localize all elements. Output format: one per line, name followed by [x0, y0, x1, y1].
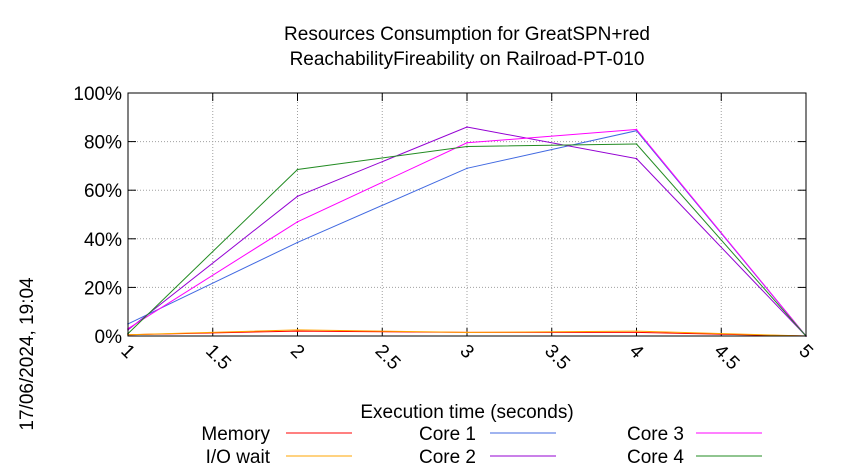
x-axis-label: Execution time (seconds) [360, 402, 573, 423]
grid-lines [128, 93, 806, 336]
y-tick-label: 40% [84, 230, 122, 251]
data-point [296, 195, 299, 198]
data-point [466, 126, 468, 128]
data-point [466, 145, 468, 148]
x-tick-label: 5 [794, 341, 816, 363]
timestamp-label: 17/06/2024, 19:04 [17, 277, 38, 431]
data-point [466, 142, 468, 144]
data-point [296, 329, 299, 331]
legend-label: Core 1 [419, 424, 476, 445]
legend-label: Memory [201, 424, 270, 445]
x-tick-label: 3 [455, 341, 477, 363]
x-tick-label: 2.5 [371, 341, 405, 375]
legend-label: Core 4 [627, 447, 684, 468]
data-point [635, 128, 638, 131]
y-tick-label: 0% [95, 327, 123, 348]
data-point [296, 220, 299, 223]
y-tick-label: 100% [73, 84, 122, 105]
chart-title-line2: ReachabilityFireability on Railroad-PT-0… [290, 49, 645, 70]
x-tick-label: 3.5 [540, 341, 574, 375]
legend-label: I/O wait [206, 447, 271, 468]
y-axis-ticks: 0% 20% 40% 60% 80% 100% [73, 84, 806, 348]
legend-label: Core 3 [627, 424, 684, 445]
legend-label: Core 2 [419, 447, 476, 468]
data-point [635, 157, 638, 160]
x-tick-label: 4 [625, 341, 648, 364]
y-tick-label: 60% [84, 181, 122, 202]
series-line-core-1 [127, 130, 807, 337]
data-point [635, 331, 638, 334]
series-lines [127, 126, 807, 337]
data-point [466, 331, 468, 334]
data-point [635, 143, 638, 145]
x-tick-label: 4.5 [710, 341, 744, 375]
data-point [296, 168, 299, 171]
data-point [296, 241, 299, 244]
data-point [635, 330, 638, 332]
x-tick-label: 2 [286, 341, 308, 363]
chart-title-line1: Resources Consumption for GreatSPN+red [284, 24, 650, 45]
y-tick-label: 80% [84, 133, 122, 154]
series-line-core-3 [127, 128, 807, 337]
data-point [296, 330, 299, 332]
plot-border [127, 92, 807, 337]
y-tick-label: 20% [84, 278, 122, 299]
x-tick-label: 1.5 [201, 341, 235, 375]
data-point [466, 167, 468, 170]
